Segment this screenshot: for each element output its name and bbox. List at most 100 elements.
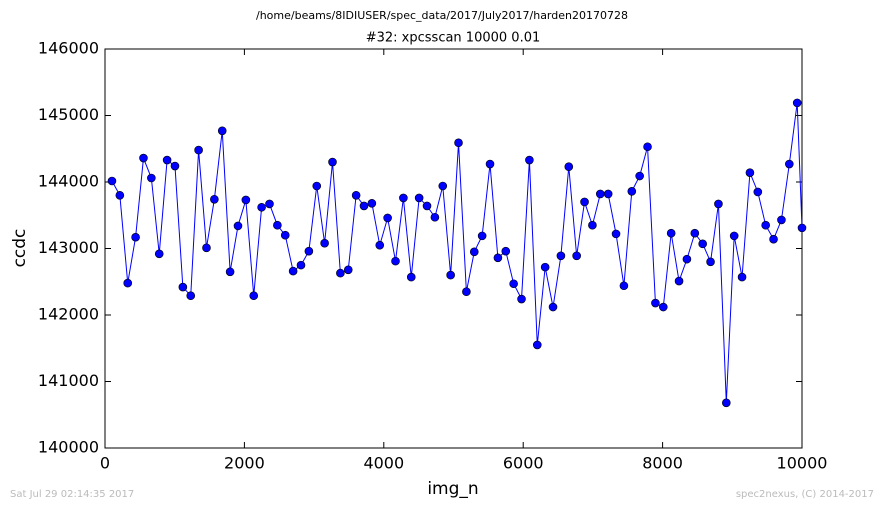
data-point [572, 251, 581, 261]
y-tick-label: 144000 [38, 172, 99, 191]
data-point [611, 229, 621, 239]
data-point [469, 247, 479, 257]
y-tick-label: 145000 [38, 105, 99, 124]
data-point [186, 291, 196, 301]
data-point [714, 199, 723, 209]
suptitle: /home/beams/8IDIUSER/spec_data/2017/July… [256, 9, 628, 22]
data-point [564, 162, 574, 172]
y-tick-label: 140000 [38, 438, 99, 457]
data-point [273, 220, 282, 230]
data-point [509, 279, 518, 289]
data-point [548, 302, 558, 312]
data-point [643, 142, 652, 152]
data-point [785, 159, 794, 169]
data-point [406, 272, 416, 282]
footer-right: spec2nexus, (C) 2014-2017 [736, 489, 874, 500]
data-point [131, 232, 140, 242]
data-point [162, 155, 172, 165]
data-point [265, 199, 274, 209]
x-tick-label: 2000 [224, 454, 265, 473]
data-point [438, 181, 448, 191]
data-point [202, 243, 211, 253]
data-point [383, 213, 392, 223]
y-tick-label: 143000 [38, 238, 99, 257]
data-point [517, 294, 526, 304]
data-point [123, 278, 133, 288]
y-axis-label: ccdc [10, 229, 30, 268]
data-point [414, 193, 424, 203]
x-tick-label: 0 [100, 454, 110, 473]
data-point [477, 231, 487, 241]
x-tick-label: 10000 [777, 454, 828, 473]
data-point [454, 138, 463, 148]
data-point [792, 98, 802, 108]
data-point [540, 262, 550, 272]
data-point [690, 228, 700, 238]
data-point [777, 215, 786, 225]
data-point [753, 187, 763, 197]
data-point [375, 240, 385, 250]
data-point [359, 201, 369, 211]
y-tick-label: 146000 [38, 39, 99, 58]
data-point [588, 220, 597, 230]
data-point [336, 268, 345, 278]
x-tick-label: 6000 [503, 454, 544, 473]
data-point [343, 265, 353, 275]
data-point [698, 239, 707, 249]
data-point [391, 256, 400, 266]
data-point [225, 267, 235, 277]
data-point [154, 249, 164, 259]
data-point [797, 223, 807, 233]
data-point [745, 168, 755, 177]
data-point [580, 197, 589, 207]
data-point [619, 281, 629, 291]
data-point [296, 260, 306, 270]
data-point [304, 246, 314, 256]
data-point [493, 253, 503, 263]
data-point [635, 171, 644, 181]
data-point [674, 276, 684, 286]
data-point [761, 220, 770, 230]
data-point [658, 302, 668, 312]
data-point [532, 340, 542, 350]
data-point [595, 189, 605, 199]
data-point [485, 159, 495, 169]
data-point [217, 126, 227, 136]
data-point [446, 270, 455, 280]
data-point [422, 201, 432, 211]
data-point [729, 231, 739, 241]
data-point [367, 198, 377, 208]
data-point [178, 282, 188, 292]
x-tick-label: 4000 [363, 454, 404, 473]
data-point [627, 187, 637, 196]
data-point [501, 246, 511, 256]
data-point [666, 228, 676, 238]
data-point [233, 221, 243, 231]
data-point [737, 272, 747, 282]
data-line [111, 102, 803, 403]
y-tick-label: 142000 [38, 305, 99, 324]
data-point [257, 202, 266, 212]
data-point [430, 212, 440, 222]
data-point [769, 234, 778, 244]
data-point [139, 153, 148, 163]
data-point [210, 194, 219, 204]
data-point [107, 176, 117, 186]
data-point [603, 189, 613, 199]
data-point [194, 145, 203, 155]
data-point [288, 266, 298, 276]
footer-left: Sat Jul 29 02:14:35 2017 [10, 489, 134, 500]
data-point [462, 287, 471, 297]
data-point [399, 193, 408, 203]
y-tick-label: 141000 [38, 371, 99, 390]
x-axis-label: img_n [427, 479, 478, 499]
data-point [241, 195, 251, 205]
data-point [312, 181, 322, 191]
data-point [682, 254, 692, 264]
x-tick-label: 8000 [642, 454, 683, 473]
data-point [249, 291, 259, 301]
data-point [525, 155, 534, 165]
data-point [651, 298, 660, 308]
data-point [320, 238, 329, 248]
